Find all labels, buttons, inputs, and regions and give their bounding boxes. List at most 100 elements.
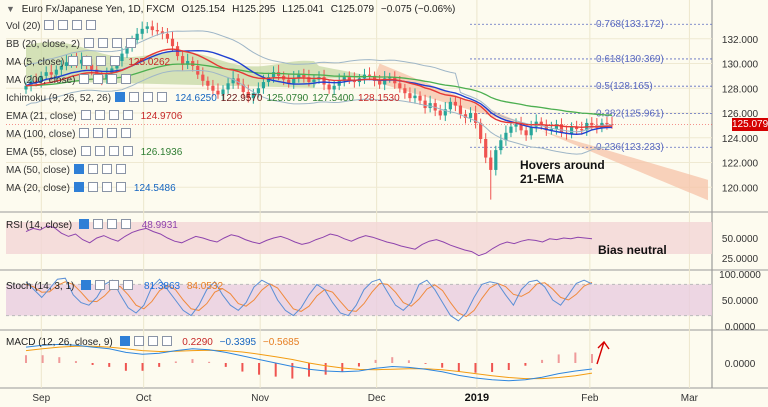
symbol-title[interactable]: Euro Fx/Japanese Yen, 1D, FXCM bbox=[21, 4, 175, 15]
visibility-icon[interactable] bbox=[73, 182, 84, 193]
visibility-icon[interactable] bbox=[80, 146, 91, 157]
add-icon[interactable] bbox=[143, 92, 154, 103]
settings-icon[interactable] bbox=[94, 146, 105, 157]
close-icon[interactable] bbox=[122, 146, 133, 157]
visibility-icon[interactable] bbox=[78, 219, 89, 230]
indicator-label[interactable]: MA (100, close) bbox=[6, 128, 76, 140]
macd-label[interactable]: MACD (12, 26, close, 9) bbox=[6, 336, 113, 348]
visibility-icon[interactable] bbox=[115, 92, 126, 103]
add-icon[interactable] bbox=[107, 128, 118, 139]
add-icon[interactable] bbox=[111, 38, 122, 49]
stoch-label[interactable]: Stoch (14, 3, 1) bbox=[6, 280, 75, 292]
indicator-label[interactable]: MA (20, close) bbox=[6, 182, 70, 194]
visibility-icon[interactable] bbox=[83, 38, 94, 49]
add-icon[interactable] bbox=[147, 336, 158, 347]
settings-icon[interactable] bbox=[133, 336, 144, 347]
close-icon[interactable] bbox=[121, 74, 132, 85]
add-icon[interactable] bbox=[108, 110, 119, 121]
indicator-label[interactable]: EMA (55, close) bbox=[6, 146, 77, 158]
visibility-icon[interactable] bbox=[73, 164, 84, 175]
candle-body bbox=[160, 31, 164, 34]
indicator-value: 122.9570 bbox=[220, 92, 263, 104]
visibility-icon[interactable] bbox=[79, 128, 90, 139]
add-icon[interactable] bbox=[72, 20, 83, 31]
candle-body bbox=[580, 129, 584, 131]
close-icon[interactable] bbox=[121, 128, 132, 139]
settings-icon[interactable] bbox=[93, 74, 104, 85]
add-icon[interactable] bbox=[107, 74, 118, 85]
candle-body bbox=[367, 74, 372, 76]
close-icon[interactable] bbox=[115, 164, 126, 175]
stoch-buttons[interactable] bbox=[81, 280, 137, 292]
settings-icon[interactable] bbox=[94, 110, 105, 121]
indicator-label[interactable]: Vol (20) bbox=[6, 20, 41, 32]
visibility-icon[interactable] bbox=[119, 336, 130, 347]
symbol-header: ▼ Euro Fx/Japanese Yen, 1D, FXCM O125.15… bbox=[6, 4, 456, 15]
close-icon[interactable] bbox=[110, 56, 121, 67]
add-icon[interactable] bbox=[109, 280, 120, 291]
settings-icon[interactable] bbox=[93, 128, 104, 139]
rsi-buttons[interactable] bbox=[78, 219, 135, 231]
indicator-buttons[interactable] bbox=[44, 20, 100, 32]
close-icon[interactable] bbox=[123, 280, 134, 291]
ema-annotation-line1: Hovers around bbox=[520, 158, 605, 172]
candle-body bbox=[499, 140, 503, 151]
close-icon[interactable] bbox=[125, 38, 136, 49]
indicator-label[interactable]: MA (50, close) bbox=[6, 164, 70, 176]
low-value: L125.041 bbox=[282, 4, 324, 15]
change-value: −0.075 (−0.06%) bbox=[380, 4, 456, 15]
add-icon[interactable] bbox=[108, 146, 119, 157]
indicator-label[interactable]: Ichimoku (9, 26, 52, 26) bbox=[6, 92, 112, 104]
stoch-tick-label: 0.0000 bbox=[725, 322, 756, 333]
indicator-buttons[interactable] bbox=[80, 110, 137, 122]
add-icon[interactable] bbox=[96, 56, 107, 67]
settings-icon[interactable] bbox=[87, 182, 98, 193]
candle-body bbox=[34, 80, 38, 83]
indicator-buttons[interactable] bbox=[73, 164, 130, 176]
indicator-label[interactable]: MA (5, close) bbox=[6, 56, 65, 68]
stoch-legend: Stoch (14, 3, 1) 81.3863 84.0532 bbox=[6, 280, 227, 293]
candle-body bbox=[509, 126, 513, 133]
visibility-icon[interactable] bbox=[79, 74, 90, 85]
indicator-buttons[interactable] bbox=[68, 56, 124, 68]
close-icon[interactable] bbox=[161, 336, 172, 347]
indicator-row: Ichimoku (9, 26, 52, 26) 124.6250 122.9570… bbox=[6, 92, 404, 105]
settings-icon[interactable] bbox=[82, 56, 93, 67]
candle-body bbox=[59, 65, 63, 70]
visibility-icon[interactable] bbox=[80, 110, 91, 121]
x-tick-label: Feb bbox=[581, 393, 599, 404]
settings-icon[interactable] bbox=[58, 20, 69, 31]
visibility-icon[interactable] bbox=[44, 20, 55, 31]
rsi-label[interactable]: RSI (14, close) bbox=[6, 219, 73, 231]
last-price-tag: 125.079 bbox=[732, 117, 768, 131]
settings-icon[interactable] bbox=[95, 280, 106, 291]
y-tick-label: 122.000 bbox=[722, 159, 759, 170]
indicator-label[interactable]: BB (20, close, 2) bbox=[6, 38, 80, 50]
indicator-buttons[interactable] bbox=[79, 74, 135, 86]
settings-icon[interactable] bbox=[92, 219, 103, 230]
close-icon[interactable] bbox=[122, 110, 133, 121]
add-icon[interactable] bbox=[101, 182, 112, 193]
visibility-icon[interactable] bbox=[68, 56, 79, 67]
add-icon[interactable] bbox=[106, 219, 117, 230]
close-icon[interactable] bbox=[157, 92, 168, 103]
indicator-row: Vol (20) bbox=[6, 20, 104, 33]
settings-icon[interactable] bbox=[97, 38, 108, 49]
indicator-buttons[interactable] bbox=[115, 92, 171, 104]
close-icon[interactable] bbox=[120, 219, 131, 230]
indicator-buttons[interactable] bbox=[80, 146, 137, 158]
indicator-buttons[interactable] bbox=[79, 128, 135, 140]
close-icon[interactable] bbox=[115, 182, 126, 193]
indicator-buttons[interactable] bbox=[83, 38, 140, 50]
candle-body bbox=[539, 121, 543, 126]
open-value: O125.154 bbox=[181, 4, 226, 15]
add-icon[interactable] bbox=[101, 164, 112, 175]
settings-icon[interactable] bbox=[129, 92, 140, 103]
visibility-icon[interactable] bbox=[81, 280, 92, 291]
close-icon[interactable] bbox=[86, 20, 97, 31]
indicator-label[interactable]: EMA (21, close) bbox=[6, 110, 77, 122]
macd-buttons[interactable] bbox=[119, 336, 176, 348]
indicator-buttons[interactable] bbox=[73, 182, 130, 194]
settings-icon[interactable] bbox=[87, 164, 98, 175]
indicator-label[interactable]: MA (200, close) bbox=[6, 74, 76, 86]
